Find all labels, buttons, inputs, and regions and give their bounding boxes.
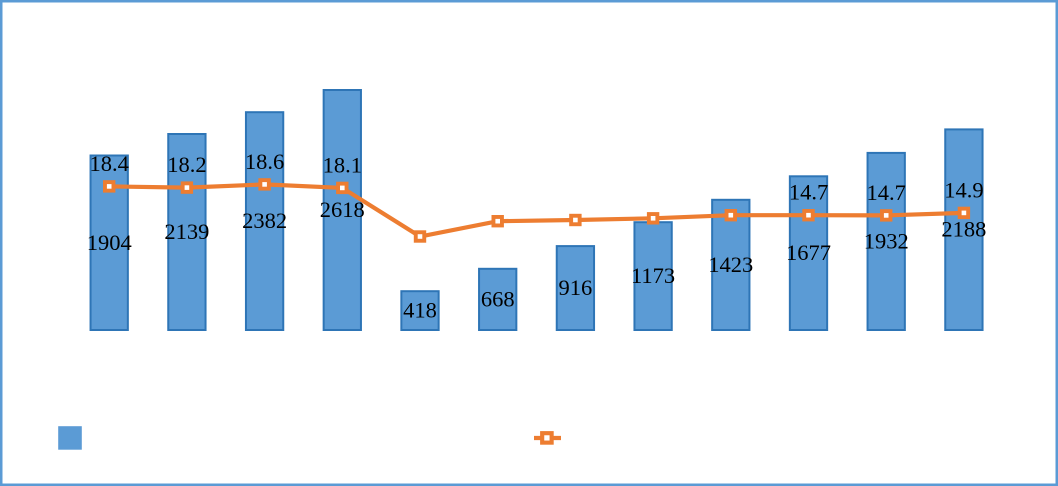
svg-text:668: 668 bbox=[481, 286, 515, 311]
svg-text:18.2: 18.2 bbox=[167, 152, 206, 177]
svg-text:418: 418 bbox=[403, 298, 437, 323]
svg-text:2382: 2382 bbox=[242, 208, 287, 233]
svg-text:18.6: 18.6 bbox=[245, 149, 284, 174]
svg-text:1932: 1932 bbox=[864, 228, 909, 253]
svg-text:916: 916 bbox=[559, 275, 593, 300]
svg-text:1904: 1904 bbox=[87, 230, 132, 255]
svg-text:1423: 1423 bbox=[708, 252, 753, 277]
svg-text:1173: 1173 bbox=[631, 263, 675, 288]
svg-text:1677: 1677 bbox=[786, 240, 831, 265]
svg-text:18.4: 18.4 bbox=[90, 151, 129, 176]
svg-text:18.1: 18.1 bbox=[323, 152, 362, 177]
svg-text:2618: 2618 bbox=[320, 197, 365, 222]
svg-text:14.7: 14.7 bbox=[789, 180, 828, 205]
svg-text:14.9: 14.9 bbox=[944, 177, 983, 202]
svg-text:2188: 2188 bbox=[941, 217, 986, 242]
svg-text:14.7: 14.7 bbox=[867, 180, 906, 205]
svg-text:2139: 2139 bbox=[164, 219, 209, 244]
